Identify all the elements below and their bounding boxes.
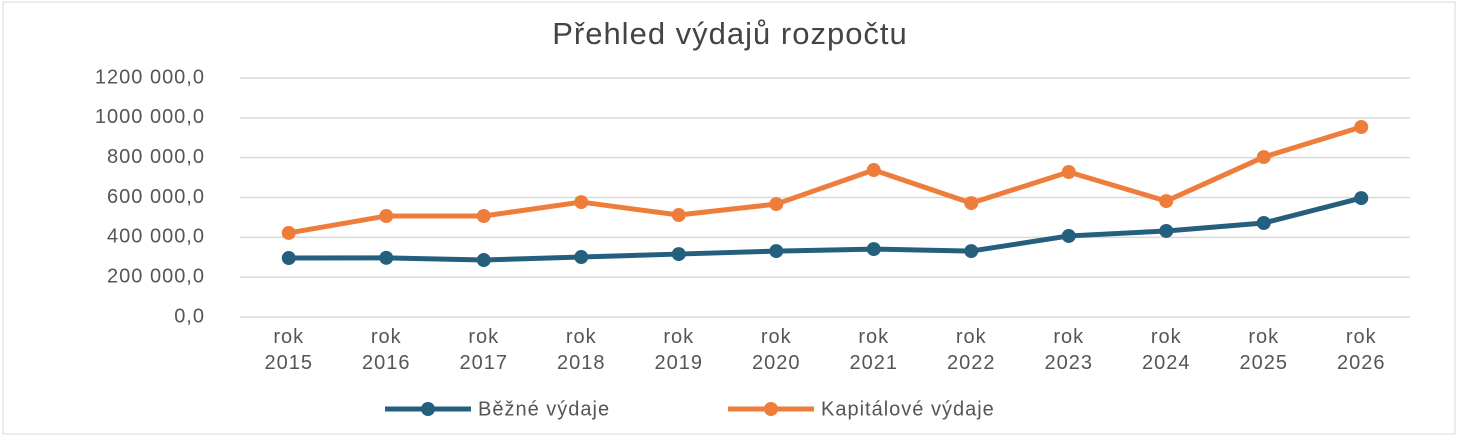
data-point	[1256, 215, 1271, 230]
data-point	[574, 195, 589, 210]
data-point	[964, 196, 979, 211]
series-line	[288, 195, 1362, 263]
x-tick-label: rok 2025	[1239, 326, 1288, 374]
data-point	[866, 163, 881, 178]
data-point	[964, 244, 979, 259]
data-point	[379, 250, 394, 265]
x-tick-label: rok 2023	[1044, 326, 1093, 374]
data-point	[379, 209, 394, 224]
data-point	[281, 225, 296, 240]
x-tick-label: rok 2026	[1337, 326, 1386, 374]
data-point	[1061, 165, 1076, 180]
y-tick-label: 200 000,0	[107, 265, 205, 287]
data-point	[671, 208, 686, 223]
x-tick-label: rok 2016	[362, 326, 411, 374]
legend-label: Kapitálové výdaje	[821, 398, 995, 420]
x-tick-label: rok 2018	[557, 326, 606, 374]
y-tick-label: 0,0	[174, 305, 205, 327]
x-tick-label: rok 2020	[752, 326, 801, 374]
y-tick-label: 1000 000,0	[95, 106, 205, 128]
data-point	[769, 244, 784, 259]
x-tick-label: rok 2017	[459, 326, 508, 374]
y-tick-label: 800 000,0	[107, 146, 205, 168]
chart-title: Přehled výdajů rozpočtu	[552, 16, 908, 51]
series-line	[288, 124, 1362, 236]
data-point	[1256, 150, 1271, 165]
x-tick-label: rok 2019	[654, 326, 703, 374]
data-point	[476, 209, 491, 224]
data-point	[866, 242, 881, 257]
data-point	[671, 247, 686, 262]
y-tick-label: 600 000,0	[107, 186, 205, 208]
x-tick-label: rok 2015	[264, 326, 313, 374]
x-tick-label: rok 2024	[1142, 326, 1191, 374]
data-point	[574, 250, 589, 265]
data-point	[476, 253, 491, 268]
data-point	[1354, 191, 1369, 206]
legend-marker	[764, 402, 778, 416]
y-tick-label: 400 000,0	[107, 226, 205, 248]
data-point	[1159, 223, 1174, 238]
data-point	[281, 251, 296, 266]
x-tick-label: rok 2021	[849, 326, 898, 374]
y-tick-label: 1200 000,0	[95, 66, 205, 88]
data-point	[1354, 119, 1369, 134]
legend-marker	[421, 402, 435, 416]
legend-label: Běžné výdaje	[478, 398, 610, 420]
data-point	[1061, 228, 1076, 243]
data-point	[1159, 194, 1174, 209]
data-point	[769, 197, 784, 212]
x-tick-label: rok 2022	[947, 326, 996, 374]
